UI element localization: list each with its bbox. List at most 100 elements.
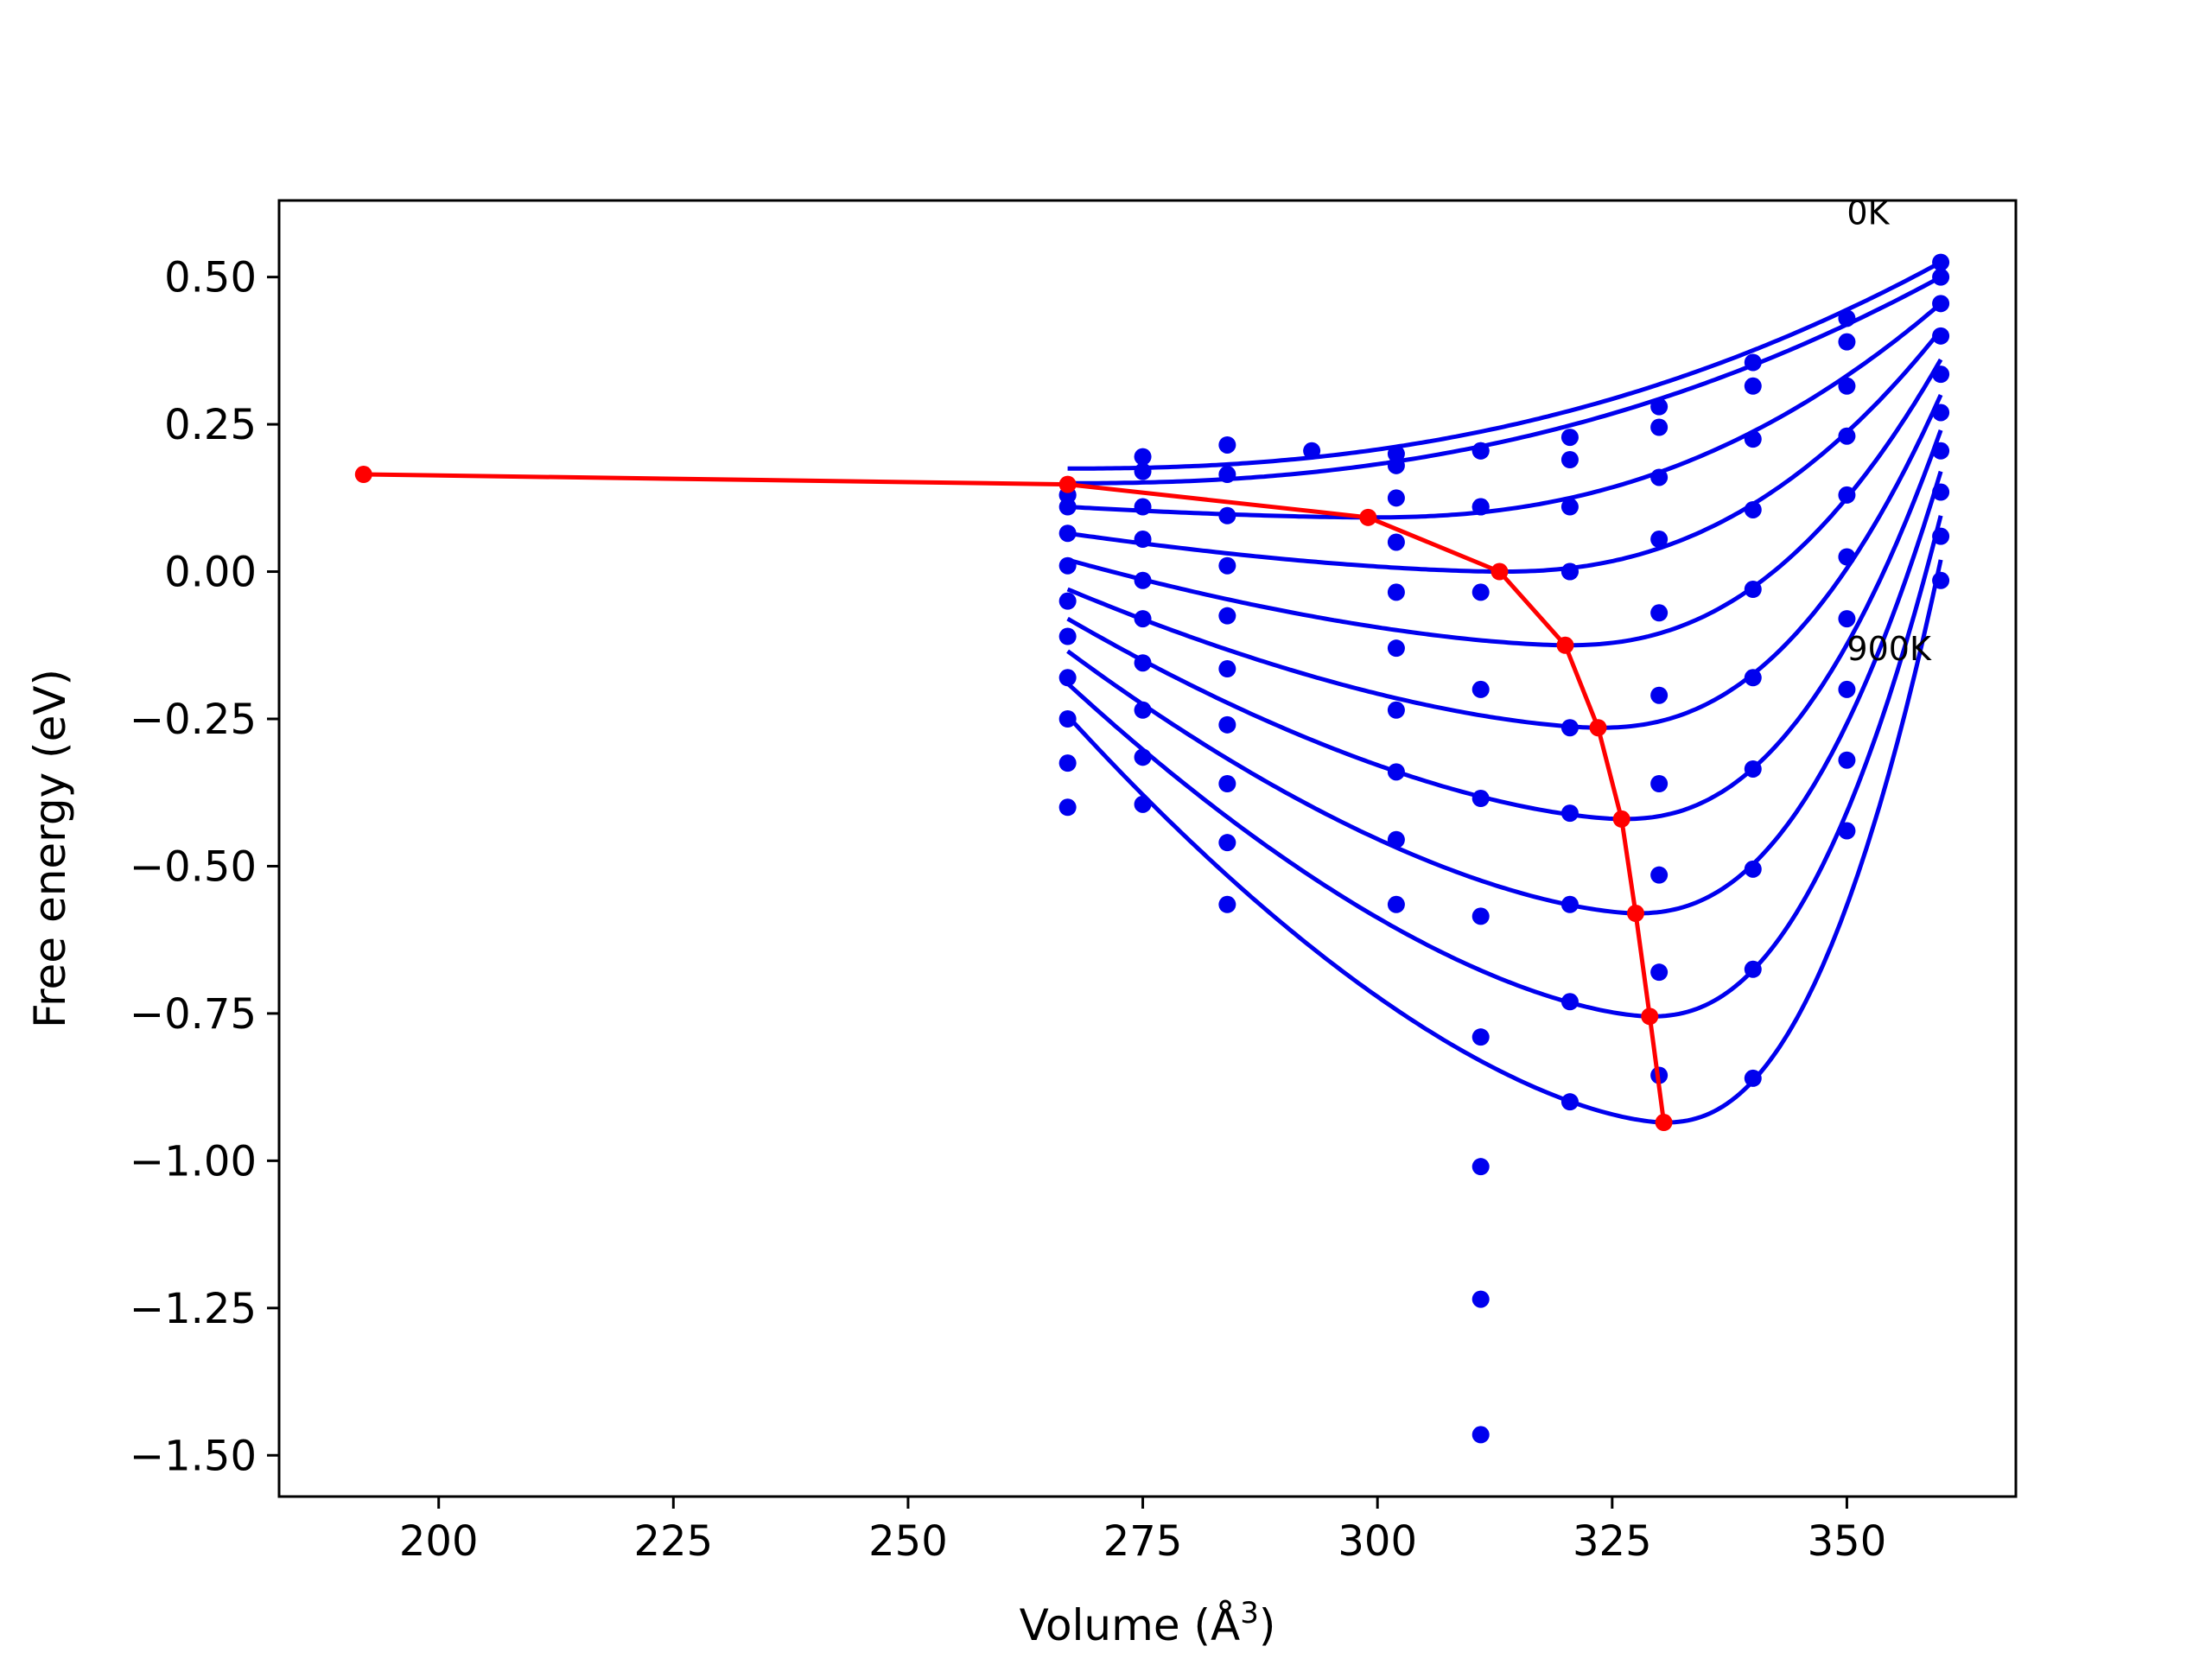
fit-curve [1065,559,1943,1125]
data-point [1838,333,1856,351]
data-point [1650,531,1669,549]
minimum-path-line [363,472,1667,1123]
data-point [1744,430,1762,448]
fit-curve [1066,429,1943,822]
data-point [1387,701,1405,719]
data-point [1744,669,1762,687]
minimum-point [1626,905,1644,922]
data-point [1471,680,1490,698]
x-tick-label: 325 [1573,1517,1652,1566]
data-point [1650,686,1669,704]
data-point [1387,533,1405,551]
data-point [1560,498,1579,516]
data-point [1218,660,1236,678]
minimum-point [1359,508,1377,526]
data-point [1134,498,1152,516]
data-point [1932,365,1950,384]
minimum-point [1058,475,1077,493]
data-point [1838,486,1856,504]
data-point [1058,592,1077,610]
data-point [1387,763,1405,781]
x-tick-label: 350 [1808,1517,1887,1566]
data-point [1932,327,1950,345]
fit-curves [1065,260,1943,1125]
data-point [1744,760,1762,778]
data-point [1838,751,1856,769]
data-point [1058,710,1077,728]
minimum-point [1589,719,1607,737]
data-point [1058,627,1077,645]
y-tick-label: −1.00 [130,1137,257,1185]
data-point [1134,448,1152,466]
data-point [1744,960,1762,978]
y-tick-label: 0.25 [164,401,257,449]
fit-curve [1067,275,1942,486]
data-point [1471,583,1490,601]
x-axis-ticks: 200 225 250 275 300 325 350 [399,1497,1886,1566]
minimum-point [1491,563,1509,581]
data-point [1387,583,1405,601]
data-point [1387,830,1405,849]
fit-curve [1066,358,1943,648]
data-point [1744,581,1762,598]
data-point [1471,907,1490,925]
data-point [1650,866,1669,884]
data-point [1560,895,1579,913]
data-point [1218,466,1236,484]
data-point [1058,754,1077,772]
data-point [1134,654,1152,672]
data-point [1932,442,1950,460]
data-point [1218,506,1236,524]
data-point [1218,607,1236,625]
data-point [1650,468,1669,486]
data-point [1932,268,1950,286]
y-tick-label: −1.50 [130,1432,257,1480]
y-tick-label: −0.50 [130,842,257,891]
minimum-point [1655,1114,1673,1132]
data-point [1932,295,1950,313]
data-point [1218,435,1236,454]
data-point [1744,377,1762,395]
data-point [1218,715,1236,734]
y-tick-label: −1.25 [130,1285,257,1333]
data-point [1560,451,1579,468]
data-point [1058,669,1077,687]
data-point [1303,442,1321,460]
data-point [1134,531,1152,549]
data-point [1387,895,1405,913]
y-tick-label: −0.75 [130,990,257,1039]
y-tick-label: −0.25 [130,696,257,744]
data-point [1932,483,1950,501]
data-point [1471,498,1490,516]
data-point [1387,489,1405,507]
data-point [1134,462,1152,480]
fit-curve [1065,515,1943,1019]
data-point [1560,804,1579,823]
curve-annotation: 900K [1847,630,1932,668]
data-point [1838,377,1856,395]
fit-curve [1067,302,1942,520]
data-point [1058,556,1077,575]
data-point [1932,571,1950,589]
data-point [1134,795,1152,813]
data-point [1134,571,1152,589]
data-point [1932,527,1950,545]
minimum-point [1556,636,1574,654]
x-tick-label: 200 [399,1517,479,1566]
data-point [1058,498,1077,516]
data-point [1560,563,1579,581]
data-points [1058,253,1950,1444]
minimum-path [354,466,1673,1132]
data-point [1471,442,1490,460]
x-tick-label: 300 [1338,1517,1417,1566]
data-point [1058,524,1077,543]
data-point [1471,1158,1490,1176]
fit-curve [1067,328,1943,574]
data-point [1471,1028,1490,1046]
y-tick-label: 0.50 [164,254,257,302]
data-point [1744,500,1762,518]
data-point [1744,353,1762,372]
data-point [1650,397,1669,416]
data-point [1218,775,1236,792]
